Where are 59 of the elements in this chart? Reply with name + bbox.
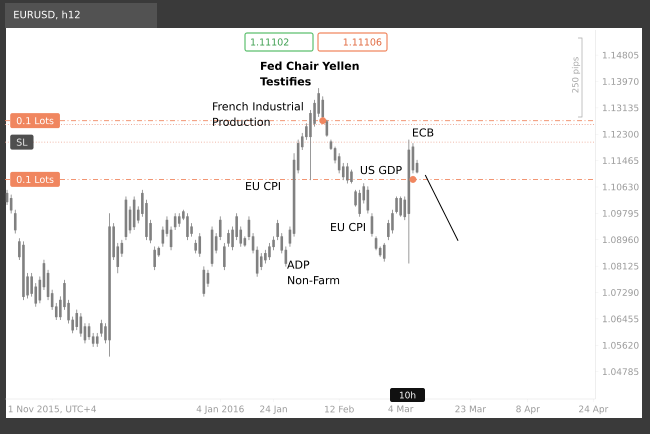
y-tick-label: 1.13970 <box>602 78 639 85</box>
x-tick-label: 4 Jan 2016 <box>196 406 244 414</box>
annotation: French Industrial Production <box>213 102 303 126</box>
y-tick-label: 1.05620 <box>602 342 639 349</box>
ref-line-label: SL <box>16 138 28 146</box>
y-tick-label: 1.11465 <box>602 157 638 164</box>
x-tick-label: 4 Mar <box>388 406 414 412</box>
candlestick <box>153 246 156 270</box>
y-tick-label: 1.10630 <box>602 184 639 190</box>
annotation: 250 pips <box>572 57 580 93</box>
y-tick-label: 1.14805 <box>602 52 638 59</box>
candlestick <box>382 242 386 262</box>
candlestick <box>124 196 128 240</box>
candlestick <box>198 233 202 258</box>
candlestick <box>227 230 230 248</box>
candlestick <box>202 266 206 298</box>
candlestick <box>366 186 370 214</box>
candlestick <box>346 162 349 184</box>
candlestick <box>96 332 99 348</box>
ref-line-label: 0.1 Lots <box>16 176 54 184</box>
y-tick-label: 1.08960 <box>602 236 639 244</box>
candlestick <box>210 226 214 268</box>
annotation: 10h <box>400 392 416 398</box>
annotation: EU CPI <box>246 182 280 190</box>
ref-line-label: 0.1 Lots <box>16 117 54 124</box>
x-tick-label: 24 Jan <box>260 406 287 414</box>
candlestick <box>178 213 181 228</box>
y-tick-label: 1.08125 <box>602 262 638 270</box>
candlestick <box>395 196 398 214</box>
x-tick-label: 12 Feb <box>325 406 354 412</box>
y-tick-label: 1.06455 <box>602 316 638 322</box>
y-tick-label: 1.13135 <box>602 104 638 112</box>
annotation: Fed Chair Yellen Testifies <box>260 61 359 86</box>
candlestick <box>408 140 410 264</box>
annotation: 1.11106 <box>344 38 382 46</box>
x-tick-label: 24 Apr <box>579 406 608 414</box>
annotation: ECB <box>413 128 434 137</box>
annotation: US GDP <box>360 166 402 174</box>
x-tick-label: 23 Mar <box>455 406 486 412</box>
candlestick <box>14 210 17 234</box>
annotation: ADP Non-Farm <box>287 260 340 284</box>
chart-title: EURUSD, h12 <box>14 10 80 20</box>
candlestick <box>326 120 328 138</box>
x-tick-label: 1 Nov 2015, UTC+4 <box>8 406 96 414</box>
candlestick <box>132 196 136 230</box>
x-tick-label: 8 Apr <box>516 406 540 414</box>
candlestick <box>174 213 176 230</box>
y-tick-label: 1.07290 <box>602 289 639 296</box>
candlestick <box>108 213 111 358</box>
candlestick <box>370 213 374 238</box>
annotation: EU CPI <box>331 222 365 232</box>
candlestick <box>223 242 226 270</box>
y-tick-label: 1.04785 <box>602 368 638 376</box>
y-tick-label: 1.12300 <box>602 130 639 138</box>
candlestick <box>186 213 189 240</box>
y-tick-label: 1.09795 <box>602 210 638 217</box>
candlestick <box>22 241 25 301</box>
annotation: 1.11102 <box>251 38 288 46</box>
candlestick <box>399 196 402 218</box>
